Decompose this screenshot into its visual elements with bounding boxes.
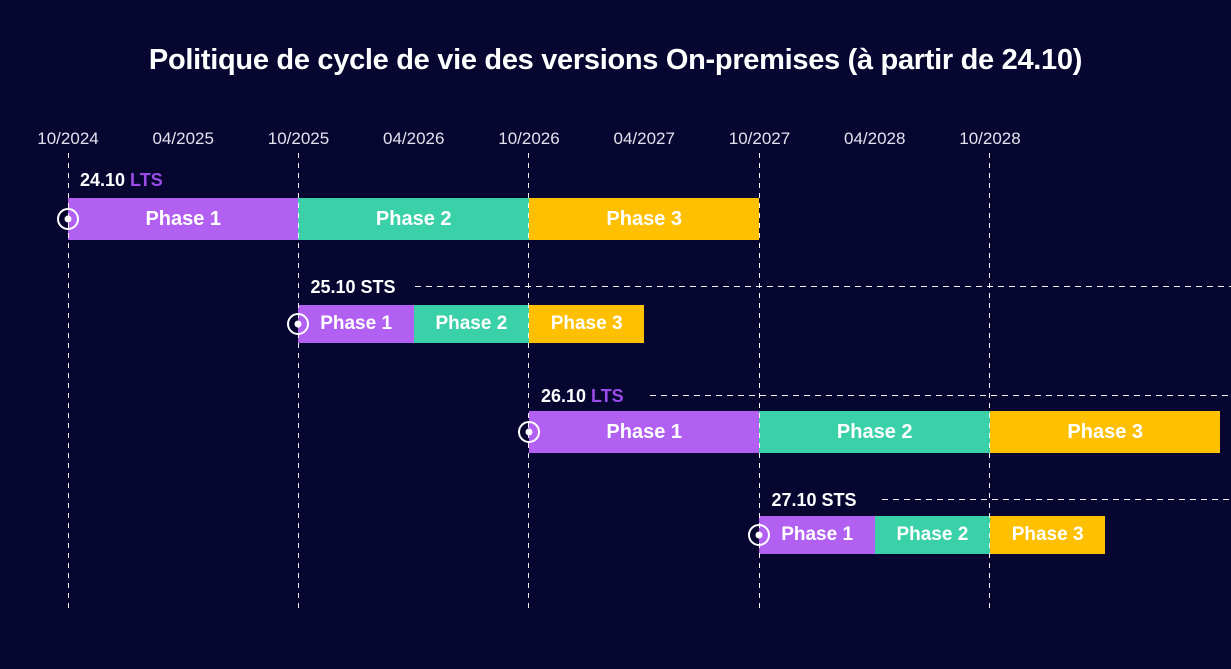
phase-bar-1: Phase 1 <box>68 198 299 240</box>
phase-bar-3: Phase 3 <box>989 516 1106 554</box>
axis-tick-label: 10/2025 <box>267 129 330 148</box>
phase-bar-3: Phase 3 <box>989 411 1221 453</box>
leader-dashed-line <box>882 499 1231 501</box>
phase-bar-2: Phase 2 <box>298 198 529 240</box>
version-label: 24.10 LTS <box>80 169 163 191</box>
phase-bar-2: Phase 2 <box>874 516 990 554</box>
version-number: 26.10 <box>540 386 587 406</box>
channel-badge: LTS <box>130 170 163 190</box>
release-start-marker-icon <box>57 208 79 230</box>
phase-bar-1: Phase 1 <box>759 516 875 554</box>
phase-bar-1: Phase 1 <box>528 411 760 453</box>
chart-title: Politique de cycle de vie des versions O… <box>148 44 1083 76</box>
axis-tick-label: 04/2026 <box>383 129 445 148</box>
phase-bar-1: Phase 1 <box>298 305 414 343</box>
version-number: 27.10 <box>771 490 817 510</box>
phase-bar-2: Phase 2 <box>413 305 529 343</box>
axis-tick-label: 10/2027 <box>728 129 791 148</box>
version-label: 26.10 LTS <box>541 385 624 407</box>
version-number: 24.10 <box>80 170 126 190</box>
axis-tick-label: 10/2024 <box>37 129 99 148</box>
phase-bar-3: Phase 3 <box>528 305 645 343</box>
version-label: 25.10 STS <box>310 276 395 298</box>
axis-tick-label: 04/2028 <box>844 129 906 148</box>
channel-badge: LTS <box>591 386 624 406</box>
gridline <box>758 153 761 610</box>
phase-bar-2: Phase 2 <box>759 411 990 453</box>
axis-tick-label: 10/2026 <box>498 129 560 148</box>
channel-badge: STS <box>821 490 857 510</box>
axis-tick-label: 04/2025 <box>152 129 214 148</box>
axis-tick-label: 10/2028 <box>959 129 1021 148</box>
leader-dashed-line <box>415 286 1231 288</box>
version-number: 25.10 <box>310 277 356 297</box>
leader-dashed-line <box>650 395 1231 397</box>
gridline <box>989 153 992 610</box>
release-start-marker-icon <box>287 313 310 335</box>
release-start-marker-icon <box>517 421 540 443</box>
gridline <box>67 153 70 610</box>
version-label: 27.10 STS <box>771 489 856 511</box>
release-start-marker-icon <box>748 524 771 546</box>
phase-bar-3: Phase 3 <box>528 198 760 240</box>
gridline <box>528 153 531 610</box>
axis-tick-label: 04/2027 <box>613 129 675 148</box>
gridline <box>297 153 300 610</box>
channel-badge: STS <box>360 277 396 297</box>
